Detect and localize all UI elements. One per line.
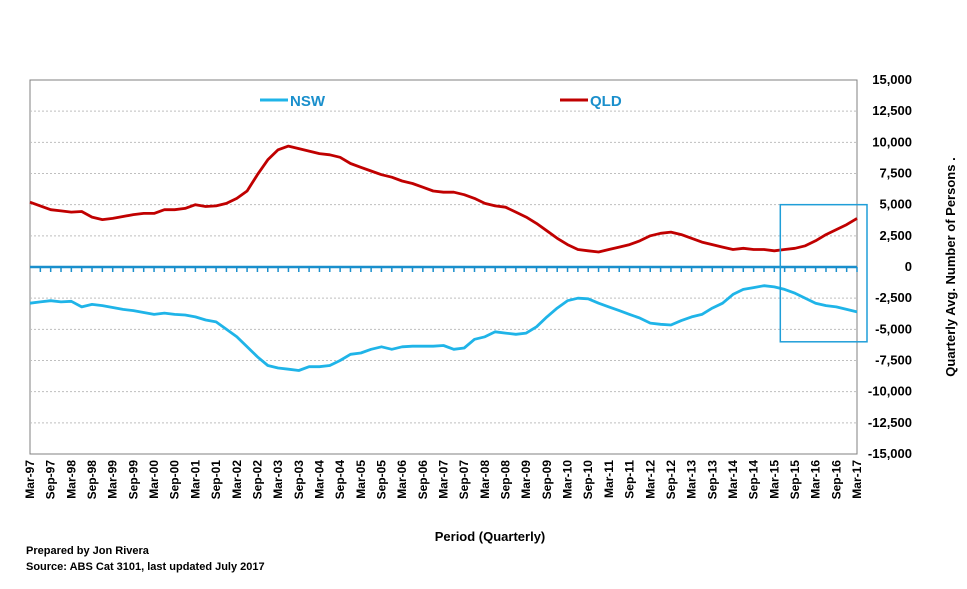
x-axis-title: Period (Quarterly)	[435, 529, 546, 544]
x-tick-label: Sep-02	[250, 460, 264, 500]
y-tick-label: 2,500	[879, 228, 912, 243]
x-tick-label: Sep-04	[333, 460, 347, 500]
legend: NSW QLD	[260, 93, 622, 110]
x-tick-label: Mar-13	[685, 460, 699, 499]
source-note: Source: ABS Cat 3101, last updated July …	[26, 561, 265, 573]
y-tick-label: -7,500	[875, 353, 912, 368]
x-tick-label: Mar-09	[519, 460, 533, 499]
x-tick-label: Mar-98	[64, 460, 78, 499]
series-lines	[29, 144, 858, 372]
x-tick-label: Mar-00	[147, 460, 161, 499]
y-tick-label: -2,500	[875, 290, 912, 305]
x-tick-label: Mar-02	[230, 460, 244, 499]
highlight-box	[779, 203, 868, 343]
x-tick-label: Mar-10	[561, 460, 575, 499]
x-tick-label: Sep-09	[540, 460, 554, 500]
y-axis-title: Quarterly Avg. Number of Persons .	[943, 157, 958, 376]
zero-axis	[30, 265, 858, 272]
x-tick-label: Sep-11	[623, 460, 637, 499]
x-tick-label: Sep-16	[829, 460, 843, 500]
legend-label-qld: QLD	[590, 93, 622, 110]
x-tick-label: Sep-10	[581, 460, 595, 500]
x-tick-label: Sep-12	[664, 460, 678, 500]
series-line-qld	[29, 144, 858, 254]
x-tick-label: Sep-13	[705, 460, 719, 500]
y-tick-label: 10,000	[872, 134, 912, 149]
gridlines	[30, 110, 857, 424]
x-tick-label: Sep-06	[416, 460, 430, 500]
y-tick-label: 15,000	[872, 72, 912, 87]
x-tick-label: Mar-07	[437, 460, 451, 499]
y-tick-label: -5,000	[875, 321, 912, 336]
x-tick-label: Mar-05	[354, 460, 368, 499]
x-tick-label: Sep-99	[126, 460, 140, 500]
x-tick-label: Mar-14	[726, 460, 740, 499]
x-tick-label: Mar-01	[188, 460, 202, 499]
x-tick-label: Mar-06	[395, 460, 409, 499]
x-tick-label: Sep-01	[209, 460, 223, 500]
y-tick-label: -15,000	[868, 446, 912, 461]
x-tick-label: Sep-97	[44, 460, 58, 500]
x-tick-label: Sep-00	[168, 460, 182, 500]
legend-label-nsw: NSW	[290, 93, 326, 110]
x-tick-label: Sep-14	[747, 460, 761, 500]
y-tick-label: 0	[905, 259, 912, 274]
x-tick-label: Sep-03	[292, 460, 306, 500]
x-tick-label: Mar-17	[850, 460, 864, 499]
x-tick-label: Mar-11	[602, 460, 616, 498]
x-tick-label: Mar-15	[767, 460, 781, 499]
x-tick-label: Mar-99	[106, 460, 120, 499]
x-tick-label: Sep-07	[457, 460, 471, 500]
x-tick-label: Mar-08	[478, 460, 492, 499]
x-tick-label: Mar-03	[271, 460, 285, 499]
x-tick-label: Sep-15	[788, 460, 802, 500]
x-tick-label: Sep-05	[374, 460, 388, 500]
x-tick-label: Sep-98	[85, 460, 99, 500]
y-tick-label: 12,500	[872, 103, 912, 118]
y-tick-label: 5,000	[879, 197, 912, 212]
x-axis-ticks: Mar-97 Sep-97 Mar-98 Sep-98 Mar-99 Sep-99 Mar-…	[23, 460, 864, 500]
y-tick-label: 7,500	[879, 166, 912, 181]
series-line-nsw	[29, 284, 858, 372]
x-tick-label: Mar-16	[809, 460, 823, 499]
y-tick-label: -10,000	[868, 384, 912, 399]
x-tick-label: Sep-08	[499, 460, 513, 500]
x-tick-label: Mar-12	[643, 460, 657, 499]
x-tick-label: Mar-04	[312, 460, 326, 499]
y-axis-ticks: 15,000 12,500 10,000 7,500 5,000 2,500 0 -2,500…	[868, 72, 912, 461]
x-tick-label: Mar-97	[23, 460, 37, 499]
y-tick-label: -12,500	[868, 415, 912, 430]
prepared-by-note: Prepared by Jon Rivera	[26, 545, 149, 557]
